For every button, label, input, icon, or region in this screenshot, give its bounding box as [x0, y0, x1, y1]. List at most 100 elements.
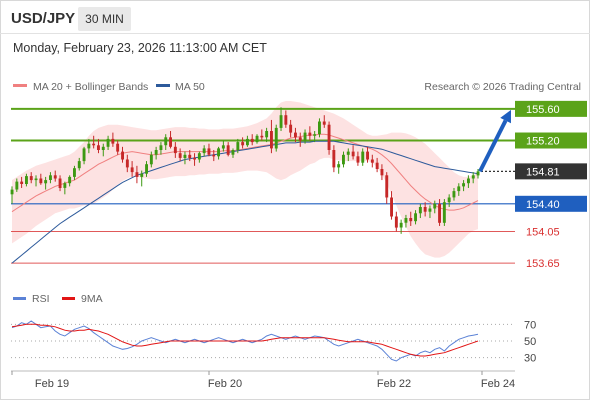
candle-body: [15, 181, 19, 190]
candle-body: [87, 143, 91, 149]
pivot-label: 154.40: [526, 199, 560, 211]
candle-body: [385, 175, 389, 198]
x-tick-label: Feb 19: [35, 378, 69, 390]
target-arrow-shaft: [478, 119, 508, 173]
candle-body: [308, 132, 312, 136]
header-divider: [0, 33, 590, 34]
candle-body: [250, 138, 254, 143]
symbol-title: USD/JPY: [11, 10, 76, 27]
candle-body: [380, 169, 384, 176]
x-tick-label: Feb 24: [481, 378, 515, 390]
rsi-tick-label: 70: [524, 319, 536, 331]
support-label: 154.05: [526, 226, 560, 238]
candle-body: [298, 137, 302, 141]
candle-body: [370, 159, 374, 163]
rsi-legend-label: RSI: [32, 293, 50, 305]
candle-body: [346, 151, 350, 155]
candle-body: [313, 134, 317, 136]
resistance-label-box: [515, 100, 587, 117]
candle-body: [471, 175, 475, 179]
current-price-box: [515, 163, 587, 180]
candle-body: [241, 142, 245, 146]
rsi-tick-label: 30: [524, 353, 536, 365]
candle-body: [356, 156, 360, 163]
candle-body: [193, 157, 196, 160]
candle-body: [217, 148, 220, 157]
candle-body: [63, 183, 67, 188]
candle-body: [322, 121, 326, 125]
candle-body: [207, 148, 211, 155]
rsi-ma-legend-label: 9MA: [81, 293, 103, 305]
chart-datetime: Monday, February 23, 2026 11:13:00 AM CE…: [13, 41, 267, 55]
resistance-label-box: [515, 132, 587, 149]
candle-body: [10, 189, 14, 195]
candle-body: [423, 207, 427, 212]
candle-body: [164, 137, 168, 146]
candle-body: [303, 132, 307, 141]
legend: MA 20 + Bollinger Bands MA 50 Research ©…: [13, 81, 581, 93]
candle-body: [212, 154, 216, 157]
candle-body: [236, 142, 240, 150]
candle-body: [68, 176, 72, 184]
candle-body: [77, 161, 81, 169]
candle-body: [279, 115, 283, 128]
candle-body: [101, 146, 105, 150]
candle-body: [58, 178, 62, 188]
source-credit: Research © 2026 Trading Central: [424, 81, 581, 93]
candle-body: [73, 168, 76, 177]
rsi-panel: 70 50 30: [11, 319, 536, 365]
candle-body: [433, 203, 437, 209]
candle-body: [135, 172, 139, 177]
candle-body: [332, 150, 336, 168]
level-lines: [11, 107, 515, 264]
ma50-legend-swatch: [156, 84, 170, 87]
candle-body: [82, 148, 86, 162]
candle-body: [274, 127, 278, 149]
candle-body: [29, 176, 33, 181]
candle-body: [226, 145, 230, 155]
support-label: 153.65: [526, 258, 560, 270]
candle-body: [34, 178, 38, 181]
candle-body: [327, 124, 331, 150]
moving-averages: [11, 133, 479, 264]
candle-body: [351, 151, 355, 157]
candle-body: [25, 176, 28, 184]
candle-body: [342, 154, 345, 165]
candle-body: [284, 115, 288, 125]
candle-body: [145, 164, 148, 174]
timeframe-badge[interactable]: 30 MIN: [78, 7, 131, 31]
x-axis: Feb 19 Feb 20 Feb 22 Feb 24: [11, 371, 515, 390]
candle-body: [255, 135, 259, 143]
candle-body: [414, 213, 417, 222]
rsi-legend-swatch: [13, 297, 26, 300]
candle-body: [452, 191, 456, 198]
candle-body: [178, 153, 182, 158]
candle-body: [53, 175, 57, 179]
candle-body: [476, 171, 480, 176]
candle-body: [409, 218, 413, 222]
bollinger-band-fill: [12, 101, 478, 258]
candle-body: [106, 138, 110, 147]
candle-body: [289, 124, 293, 133]
candle-body: [462, 183, 465, 187]
candle-body: [361, 151, 365, 163]
candle-body: [375, 162, 379, 169]
target-arrow-head: [500, 109, 511, 124]
candle-body: [399, 222, 403, 228]
candle-body: [442, 202, 446, 223]
rsi-ma-line: [11, 323, 479, 357]
candlesticks: [10, 107, 480, 234]
candle-body: [390, 197, 393, 217]
resistance-label: 155.60: [526, 104, 560, 116]
candle-body: [39, 178, 43, 184]
candle-body: [125, 159, 129, 168]
candle-body: [159, 145, 163, 150]
candle-body: [231, 150, 235, 155]
candle-body: [318, 121, 321, 135]
candle-body: [97, 145, 100, 150]
ma50-line: [11, 140, 479, 264]
candle-body: [467, 178, 470, 184]
candle-body: [188, 154, 192, 158]
candle-body: [20, 181, 24, 184]
